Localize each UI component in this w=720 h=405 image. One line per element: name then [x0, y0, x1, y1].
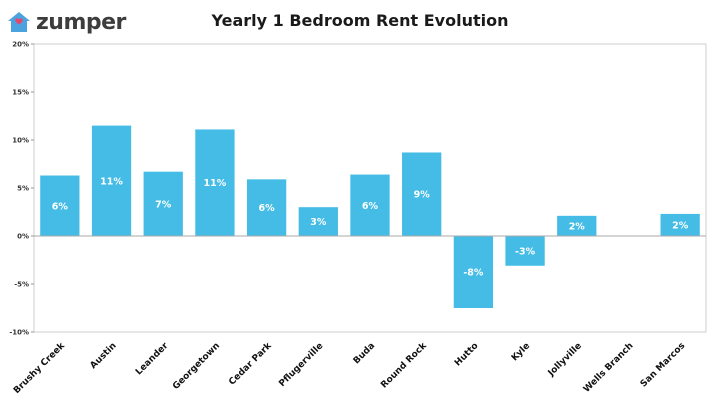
x-tick-label: Jollyville: [546, 341, 584, 379]
data-label: 2%: [672, 220, 689, 231]
data-label: -8%: [463, 268, 484, 279]
x-tick-label: Kyle: [510, 341, 532, 363]
brand-name: zumper: [36, 9, 126, 35]
data-label: 6%: [52, 201, 69, 212]
bar: [660, 213, 700, 236]
bar: [246, 179, 287, 236]
y-tick-label: 15%: [12, 89, 29, 97]
bar: [91, 125, 132, 236]
house-heart-icon: [8, 12, 30, 32]
x-tick-label: San Marcos: [639, 341, 687, 389]
bar: [350, 174, 390, 236]
chart-title: Yearly 1 Bedroom Rent Evolution: [211, 11, 509, 30]
x-tick-label: Austin: [89, 341, 119, 371]
x-tick-label: Brushy Creek: [12, 340, 68, 396]
bar: [195, 129, 235, 236]
y-tick-label: -10%: [9, 329, 29, 337]
bar: [402, 152, 442, 236]
y-tick-label: 5%: [17, 185, 29, 193]
x-tick-label: Georgetown: [171, 341, 222, 392]
bar: [557, 215, 597, 236]
y-tick-label: 0%: [17, 233, 29, 241]
data-label: 6%: [362, 201, 379, 212]
bars: [34, 125, 706, 308]
data-label: 7%: [155, 199, 172, 210]
x-axis: Brushy Creek Austin Leander Georgetown Cedar…: [12, 340, 687, 396]
x-tick-label: Cedar Park: [227, 340, 274, 387]
x-tick-label: Wells Branch: [582, 341, 636, 395]
bar: [298, 207, 338, 236]
data-label: 2%: [569, 221, 586, 232]
bar: [453, 236, 494, 308]
y-axis: 20% 15% 10% 5% 0% -5% -10%: [9, 41, 34, 337]
data-label: 3%: [310, 217, 327, 228]
bar: [505, 236, 545, 266]
x-tick-label: Round Rock: [379, 340, 429, 390]
y-tick-label: 20%: [12, 41, 29, 49]
data-label: 6%: [259, 203, 276, 214]
x-tick-label: Leander: [134, 341, 171, 378]
y-tick-label: 10%: [12, 137, 29, 145]
x-tick-label: Hutto: [453, 341, 480, 368]
x-tick-label: Buda: [352, 341, 377, 366]
data-label: 11%: [100, 176, 123, 187]
data-label: 11%: [204, 178, 227, 189]
x-tick-label: Pflugerville: [277, 341, 325, 389]
bar: [143, 171, 183, 236]
data-label: 9%: [414, 190, 431, 201]
y-tick-label: -5%: [14, 281, 29, 289]
brand-logo: zumper: [6, 8, 126, 36]
data-label: -3%: [515, 246, 536, 257]
bar: [40, 175, 80, 236]
data-labels: 6% 11% 7% 11% 6% 3% 6% 9% -8% -3% 2% 2%: [52, 176, 689, 278]
